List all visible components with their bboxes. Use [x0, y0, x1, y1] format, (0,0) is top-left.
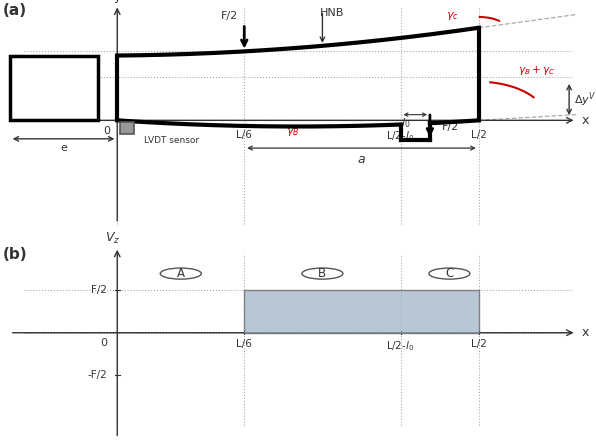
Text: HNB: HNB [320, 8, 344, 18]
Text: $\gamma_c$: $\gamma_c$ [446, 10, 459, 22]
Circle shape [429, 268, 470, 279]
Text: y: y [114, 0, 121, 3]
Text: $V_z$: $V_z$ [105, 231, 120, 246]
Text: F/2: F/2 [221, 11, 238, 20]
Text: $l_0$: $l_0$ [401, 116, 410, 130]
Text: F/2: F/2 [442, 122, 460, 132]
Text: L/6: L/6 [237, 129, 252, 140]
Text: x: x [581, 114, 589, 127]
Text: L/2: L/2 [471, 340, 487, 349]
Text: LVDT sensor: LVDT sensor [144, 136, 199, 145]
Text: (b): (b) [2, 247, 27, 262]
Text: L/2-$l_0$: L/2-$l_0$ [386, 129, 415, 143]
Text: L/6: L/6 [237, 340, 252, 349]
Text: A: A [177, 267, 185, 280]
Circle shape [302, 268, 343, 279]
Circle shape [160, 268, 201, 279]
Text: F/2: F/2 [91, 286, 107, 295]
Text: 0: 0 [101, 338, 107, 348]
Text: e: e [60, 143, 67, 154]
Text: C: C [445, 267, 454, 280]
Text: L/2-$l_0$: L/2-$l_0$ [386, 340, 415, 353]
Text: $\gamma_B+\gamma_C$: $\gamma_B+\gamma_C$ [518, 65, 555, 77]
Bar [10, 56, 98, 120]
Text: -F/2: -F/2 [88, 370, 107, 380]
Text: L/2: L/2 [471, 129, 487, 140]
Bar [120, 122, 134, 134]
Text: x: x [581, 326, 589, 339]
Text: $\Delta y^V$: $\Delta y^V$ [574, 90, 596, 109]
Text: B: B [318, 267, 327, 280]
Bar [244, 291, 479, 333]
Text: $\gamma_B$: $\gamma_B$ [287, 126, 300, 138]
Text: (a): (a) [2, 3, 27, 18]
Text: 0: 0 [103, 126, 110, 137]
Text: $a$: $a$ [357, 153, 366, 166]
